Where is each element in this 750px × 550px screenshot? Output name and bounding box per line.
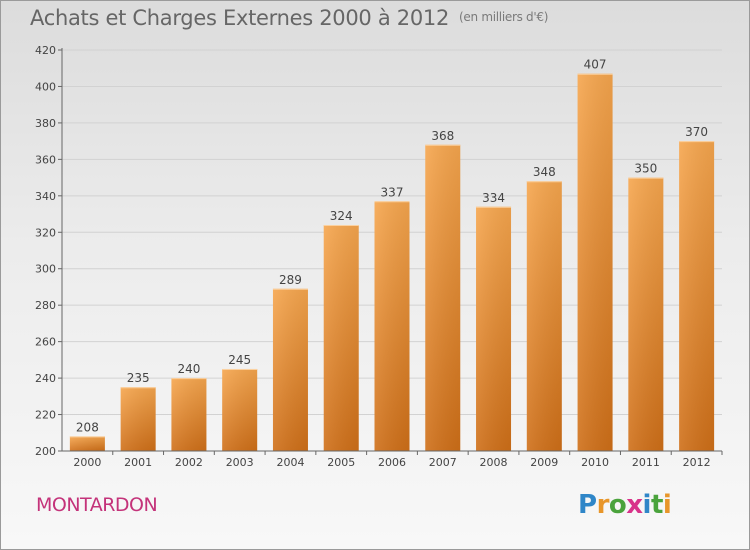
- data-label: 407: [584, 58, 607, 72]
- data-label: 370: [685, 125, 708, 139]
- data-label: 235: [127, 371, 150, 385]
- bar-shade: [69, 436, 105, 451]
- logo-letter: i: [662, 490, 672, 520]
- x-tick-label: 2001: [124, 456, 152, 469]
- proxiti-logo: Proxiti: [578, 490, 672, 520]
- x-tick-label: 2004: [276, 456, 304, 469]
- y-tick-label: 200: [35, 445, 56, 458]
- logo-letter: P: [578, 490, 597, 520]
- data-label: 334: [482, 191, 505, 205]
- logo-letter: t: [650, 490, 663, 520]
- bar-shade: [628, 177, 664, 451]
- bars: [69, 73, 715, 452]
- x-tick-label: 2003: [226, 456, 254, 469]
- data-label: 324: [330, 209, 353, 223]
- y-tick-label: 280: [35, 299, 56, 312]
- chart-title-text: Achats et Charges Externes 2000 à 2012: [30, 6, 450, 30]
- bar-shade: [476, 206, 512, 451]
- x-tick-label: 2010: [581, 456, 609, 469]
- data-label: 337: [381, 185, 404, 199]
- bar-shade: [120, 387, 156, 451]
- logo-letter: x: [626, 490, 643, 520]
- y-tick-label: 220: [35, 409, 56, 422]
- y-tick-label: 420: [35, 44, 56, 57]
- bar-shade: [425, 144, 461, 452]
- y-tick-label: 400: [35, 80, 56, 93]
- y-tick-label: 300: [35, 263, 56, 276]
- logo-letter: o: [608, 490, 627, 520]
- x-tick-label: 2005: [327, 456, 355, 469]
- chart-title: Achats et Charges Externes 2000 à 2012 (e…: [30, 6, 548, 30]
- bar-shade: [323, 224, 359, 451]
- x-tick-label: 2012: [683, 456, 711, 469]
- x-tick-label: 2008: [480, 456, 508, 469]
- logo-letter: i: [642, 490, 652, 520]
- y-tick-label: 340: [35, 190, 56, 203]
- data-label: 208: [76, 420, 99, 434]
- bar-shade: [171, 378, 207, 451]
- y-tick-label: 260: [35, 336, 56, 349]
- x-tick-label: 2002: [175, 456, 203, 469]
- bar-shade: [577, 73, 613, 451]
- labels: 200 220 240 260 280 300 320 340 360 380 400 420 208 2…: [35, 44, 711, 469]
- x-tick-label: 2007: [429, 456, 457, 469]
- x-tick-label: 2000: [73, 456, 101, 469]
- logo-letter: r: [596, 490, 610, 520]
- location-name: MONTARDON: [36, 494, 158, 516]
- bar-shade: [526, 181, 562, 451]
- y-tick-label: 320: [35, 226, 56, 239]
- y-tick-label: 380: [35, 117, 56, 130]
- data-label: 348: [533, 165, 556, 179]
- data-label: 240: [177, 362, 200, 376]
- bar-shade: [272, 288, 308, 451]
- x-tick-label: 2006: [378, 456, 406, 469]
- data-label: 368: [431, 129, 454, 143]
- data-label: 350: [634, 162, 657, 176]
- data-label: 289: [279, 273, 302, 287]
- y-tick-label: 240: [35, 372, 56, 385]
- x-tick-label: 2011: [632, 456, 660, 469]
- bar-shade: [679, 141, 715, 452]
- x-tick-label: 2009: [530, 456, 558, 469]
- bar-shade: [374, 201, 410, 451]
- data-label: 245: [228, 353, 251, 367]
- chart-unit: (en milliers d'€): [459, 10, 549, 24]
- y-tick-label: 360: [35, 153, 56, 166]
- bar-shade: [222, 368, 258, 451]
- axes: [58, 48, 723, 455]
